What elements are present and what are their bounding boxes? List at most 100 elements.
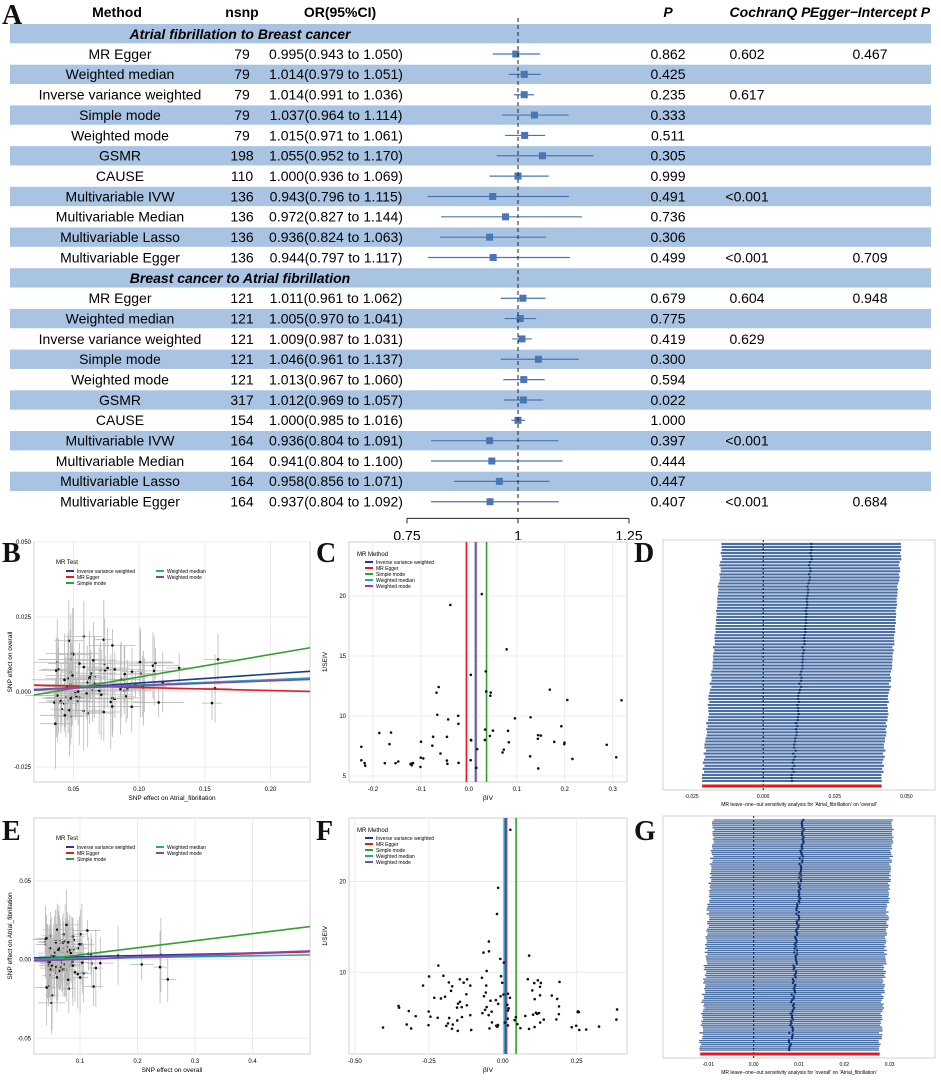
snp-point (48, 960, 51, 964)
loo-estimate (794, 937, 797, 941)
snp-point (45, 936, 48, 940)
snp-point (469, 673, 473, 677)
snp-point (481, 1011, 484, 1015)
egger-value: 0.948 (852, 290, 887, 306)
y-axis-label: SNP effect on overall (7, 631, 14, 692)
or-ci-value: 0.936(0.824 to 1.063) (269, 229, 403, 245)
snp-point (78, 662, 81, 665)
loo-estimate (794, 737, 797, 740)
method-label: Simple mode (79, 107, 161, 123)
mr-scatter-plot-e: 0.1 0.2 0.3 0.4 -0.05 0.00 0.05 SNP effect on o… (7, 817, 311, 1074)
y-tick-label: 10 (339, 970, 346, 976)
snp-point (85, 692, 88, 695)
method-label: Weighted mode (71, 127, 169, 143)
p-value: 1.000 (650, 412, 685, 428)
snp-point (123, 672, 127, 676)
loo-estimate (801, 855, 805, 858)
snp-point (446, 718, 450, 721)
or-ci-value: 1.009(0.987 to 1.031) (269, 331, 403, 347)
loo-estimate (790, 993, 793, 996)
loo-estimate (787, 1041, 791, 1044)
snp-point (550, 994, 554, 997)
snp-point (66, 941, 70, 944)
snp-point (484, 670, 488, 673)
legend-label: Weighted mode (167, 851, 202, 857)
snp-point (427, 1010, 430, 1013)
y-axis-label: SNP effect on Atrial_fibrillation (7, 892, 14, 980)
loo-estimate (792, 1002, 796, 1006)
loo-estimate (793, 740, 797, 743)
p-value: 0.679 (650, 290, 685, 306)
legend-title: MR Test (56, 560, 78, 566)
x-axis-label: SNP effect on overall (142, 1067, 203, 1074)
loo-estimate (801, 646, 804, 649)
snp-point (439, 752, 442, 755)
legend-label: Inverse variance weighted (77, 569, 135, 575)
snp-point (615, 1008, 619, 1011)
or-ci-value: 1.014(0.991 to 1.036) (269, 87, 403, 103)
snp-point (508, 996, 512, 1000)
snp-point (516, 1022, 519, 1026)
or-ci-value: 0.972(0.827 to 1.144) (269, 209, 403, 225)
loo-estimate (803, 633, 806, 637)
snp-point (94, 966, 98, 970)
method-label: MR Egger (88, 46, 151, 62)
estimate-marker (502, 213, 510, 221)
snp-point (526, 977, 530, 981)
snp-point (487, 950, 491, 953)
or-ci-value: 1.037(0.964 to 1.114) (270, 107, 403, 123)
loo-estimate (790, 1022, 793, 1025)
loo-estimate (791, 981, 795, 985)
header-nsnp: nsnp (225, 4, 258, 20)
loo-estimate (797, 691, 801, 695)
snp-point (66, 978, 70, 982)
snp-point (75, 695, 78, 698)
loo-bars (701, 542, 902, 783)
loo-estimate (795, 920, 799, 923)
loo-estimate (789, 1012, 792, 1015)
snp-point (86, 929, 89, 932)
loo-estimate (790, 779, 794, 783)
snp-point (506, 1017, 510, 1020)
loo-estimate (806, 588, 810, 591)
snp-point (45, 986, 48, 989)
snp-point (495, 912, 499, 916)
snp-point (88, 676, 91, 679)
nsnp-value: 317 (230, 392, 254, 408)
section-title: Atrial fibrillation to Breast cancer (129, 26, 352, 42)
snp-point (409, 762, 412, 766)
header-p: P (663, 4, 673, 20)
legend-label: Inverse variance weighted (376, 560, 434, 566)
loo-estimate (806, 585, 809, 588)
snp-point (456, 1029, 460, 1033)
estimate-marker (519, 396, 527, 404)
snp-point (482, 994, 486, 998)
snp-point (411, 761, 415, 765)
y-tick-label: -0.05 (17, 1036, 31, 1042)
loo-estimate (795, 908, 798, 912)
or-ci-value: 1.000(0.936 to 1.069) (269, 168, 403, 184)
funnel-plot-f: -0.50 -0.25 0.00 0.25 10 20 βIV 1/SEIV MR Method… (322, 817, 628, 1074)
p-value: 0.425 (650, 66, 685, 82)
loo-estimate (792, 743, 796, 746)
p-value: 0.306 (650, 229, 685, 245)
loo-estimate (792, 964, 795, 967)
snp-point (437, 685, 441, 689)
loo-estimate (796, 905, 799, 908)
loo-estimate (801, 667, 804, 670)
snp-point (528, 755, 532, 758)
snp-point (519, 1026, 522, 1030)
snp-point (457, 761, 460, 765)
estimate-marker (534, 355, 542, 363)
snp-point (69, 697, 73, 700)
p-value: 0.305 (650, 148, 685, 164)
estimate-marker (520, 376, 528, 384)
egger-value: 0.467 (852, 46, 887, 62)
loo-estimate (804, 618, 807, 622)
legend-label: MR Egger (77, 575, 100, 581)
loo-estimate (795, 939, 798, 942)
nsnp-value: 164 (230, 473, 254, 489)
p-value: 0.511 (651, 127, 685, 143)
loo-estimate (792, 997, 795, 1000)
snp-point (445, 735, 449, 739)
